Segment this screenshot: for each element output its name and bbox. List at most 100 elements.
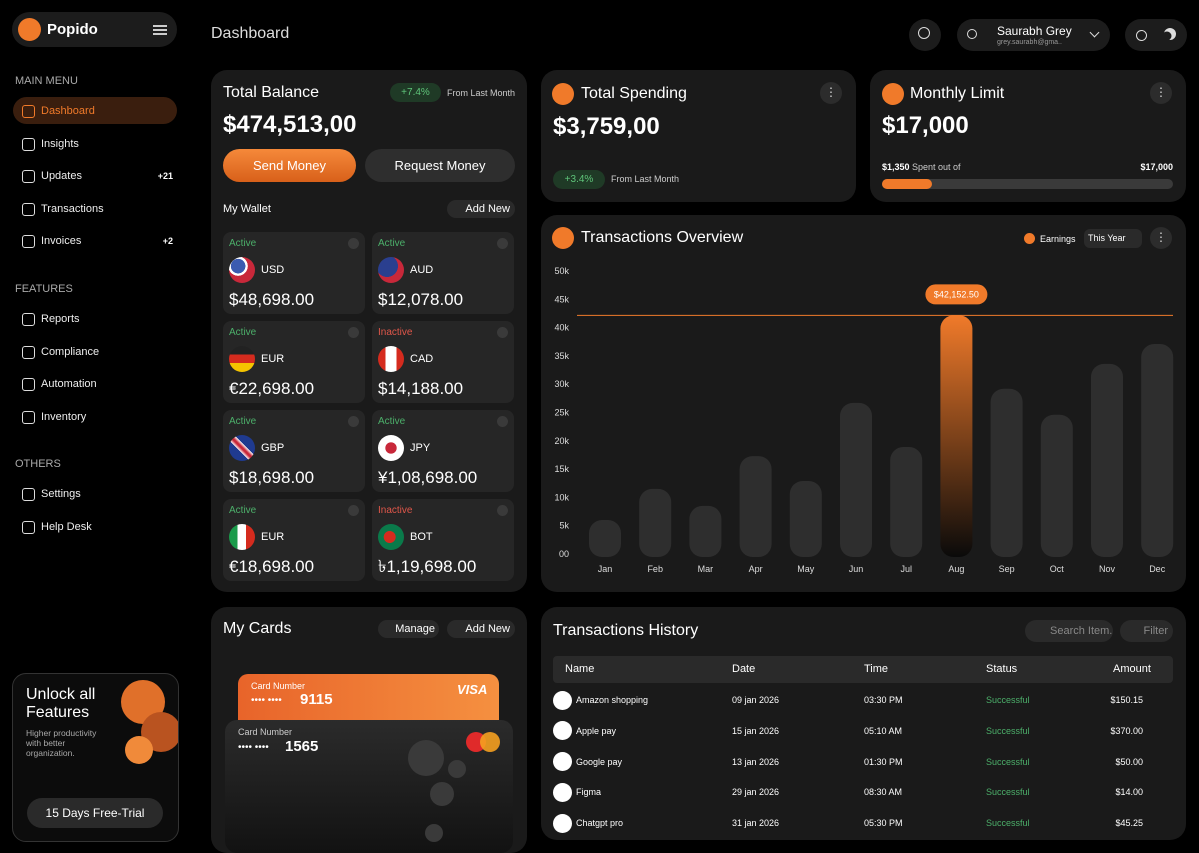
row-time: 01:30 PM — [864, 756, 903, 767]
limit-track — [882, 179, 1173, 189]
row-status: Successful — [986, 818, 1030, 829]
spending-change-note: From Last Month — [611, 174, 680, 184]
page-title: Dashboard — [211, 25, 290, 42]
menu-icon — [22, 410, 35, 424]
search-icon — [918, 27, 930, 39]
row-icon — [553, 752, 572, 772]
balance-change: +7.4% — [390, 83, 441, 102]
row-amount: $150.15 — [1110, 695, 1143, 705]
wallet-flag — [378, 346, 404, 372]
menu-icon — [22, 488, 35, 501]
request-money-button[interactable]: Request Money — [365, 149, 515, 182]
bar — [1091, 363, 1123, 557]
menu-icon — [22, 105, 35, 118]
wallet-flag — [378, 435, 404, 461]
trial-button[interactable]: 15 Days Free-Trial — [27, 798, 163, 828]
bar — [1141, 344, 1174, 557]
card-masked: •••• •••• — [251, 695, 282, 706]
wallet-currency: EUR — [261, 531, 285, 543]
wallet-menu[interactable] — [348, 327, 359, 338]
wallet-status: Active — [378, 416, 406, 427]
wallet-menu[interactable] — [348, 416, 359, 427]
wallet-status: Active — [229, 238, 257, 249]
wallet-currency: AUD — [410, 264, 434, 276]
bar — [990, 388, 1023, 557]
theme-toggle[interactable] — [1125, 19, 1187, 51]
limit-spent: $1,350 — [882, 162, 910, 172]
x-tick-label: Dec — [1149, 564, 1166, 574]
cards-add-button[interactable]: Add New — [447, 620, 515, 638]
x-tick-label: Jul — [900, 564, 912, 574]
x-tick-label: Nov — [1099, 564, 1116, 574]
row-amount: $45.25 — [1115, 818, 1143, 829]
brand-logo — [18, 18, 41, 41]
wallet-add-button[interactable]: Add New — [447, 200, 515, 218]
wallet-flag — [378, 524, 404, 550]
card-deco — [425, 824, 443, 842]
y-tick-label: 20k — [554, 436, 569, 446]
spending-menu[interactable]: ⋮ — [820, 82, 842, 104]
section-title: MAIN MENU — [15, 75, 78, 87]
menu-item[interactable]: Dashboard — [41, 105, 95, 117]
menu-icon — [22, 235, 35, 248]
wallet-menu[interactable] — [348, 238, 359, 249]
row-amount: $370.00 — [1110, 725, 1143, 736]
menu-item[interactable]: Updates — [41, 170, 82, 182]
menu-item[interactable]: Inventory — [41, 410, 87, 423]
wallet-amount: €18,698.00 — [229, 557, 315, 576]
section-title: OTHERS — [15, 458, 61, 470]
menu-toggle[interactable] — [153, 25, 167, 27]
limit-menu[interactable]: ⋮ — [1150, 82, 1172, 104]
menu-item[interactable]: Reports — [41, 313, 80, 325]
menu-item[interactable]: Insights — [41, 137, 79, 150]
row-amount: $14.00 — [1115, 787, 1143, 798]
mastercard-yellow — [480, 732, 500, 752]
filter-button[interactable]: Filter — [1120, 620, 1173, 642]
spending-amount: $3,759,00 — [553, 113, 660, 140]
limit-spent-text: Spent out of — [912, 162, 961, 172]
balance-change-note: From Last Month — [447, 88, 516, 98]
wallet-menu[interactable] — [497, 416, 508, 427]
user-menu[interactable] — [957, 19, 1110, 51]
column-header: Name — [565, 663, 595, 675]
wallet-menu[interactable] — [497, 327, 508, 338]
promo-text: Higher productivity with better organiza… — [26, 728, 97, 758]
menu-item[interactable]: Automation — [41, 378, 97, 390]
balance-title: Total Balance — [223, 84, 320, 101]
bar — [840, 402, 872, 557]
menu-item[interactable]: Transactions — [41, 202, 104, 215]
wallet-amount: $14,188.00 — [378, 379, 464, 398]
send-money-button[interactable]: Send Money — [223, 149, 356, 182]
menu-icon — [22, 520, 35, 534]
row-date: 13 jan 2026 — [732, 756, 780, 767]
wallet-menu[interactable] — [497, 238, 508, 249]
history-card — [541, 607, 1186, 840]
bar — [639, 488, 672, 557]
overview-menu[interactable]: ⋮ — [1150, 227, 1172, 249]
y-tick-label: 45k — [554, 294, 569, 304]
wallet-menu[interactable] — [497, 505, 508, 516]
menu-icon — [22, 378, 35, 391]
spending-title: Total Spending — [581, 85, 687, 102]
wallet-status: Active — [229, 505, 257, 516]
y-tick-label: 25k — [554, 408, 569, 418]
card-masked: •••• •••• — [238, 742, 269, 753]
menu-item[interactable]: Invoices — [41, 235, 82, 247]
wallet-menu[interactable] — [348, 505, 359, 516]
section-title: FEATURES — [15, 283, 73, 295]
limit-progress — [882, 179, 932, 189]
menu-badge: +21 — [157, 171, 173, 181]
wallet-currency: CAD — [410, 353, 434, 365]
menu-badge: +2 — [162, 236, 173, 246]
card-master[interactable] — [225, 720, 513, 853]
brand-name: Popido — [47, 21, 98, 38]
row-name: Amazon shopping — [576, 695, 649, 705]
period-select[interactable]: This Year — [1084, 229, 1142, 248]
menu-item[interactable]: Compliance — [41, 345, 100, 358]
menu-item[interactable]: Help Desk — [41, 520, 92, 533]
search-input[interactable]: Search Item. — [1025, 620, 1113, 642]
manage-button[interactable]: Manage — [378, 620, 439, 638]
menu-item[interactable]: Settings — [41, 488, 81, 500]
menu-icon — [22, 345, 35, 359]
